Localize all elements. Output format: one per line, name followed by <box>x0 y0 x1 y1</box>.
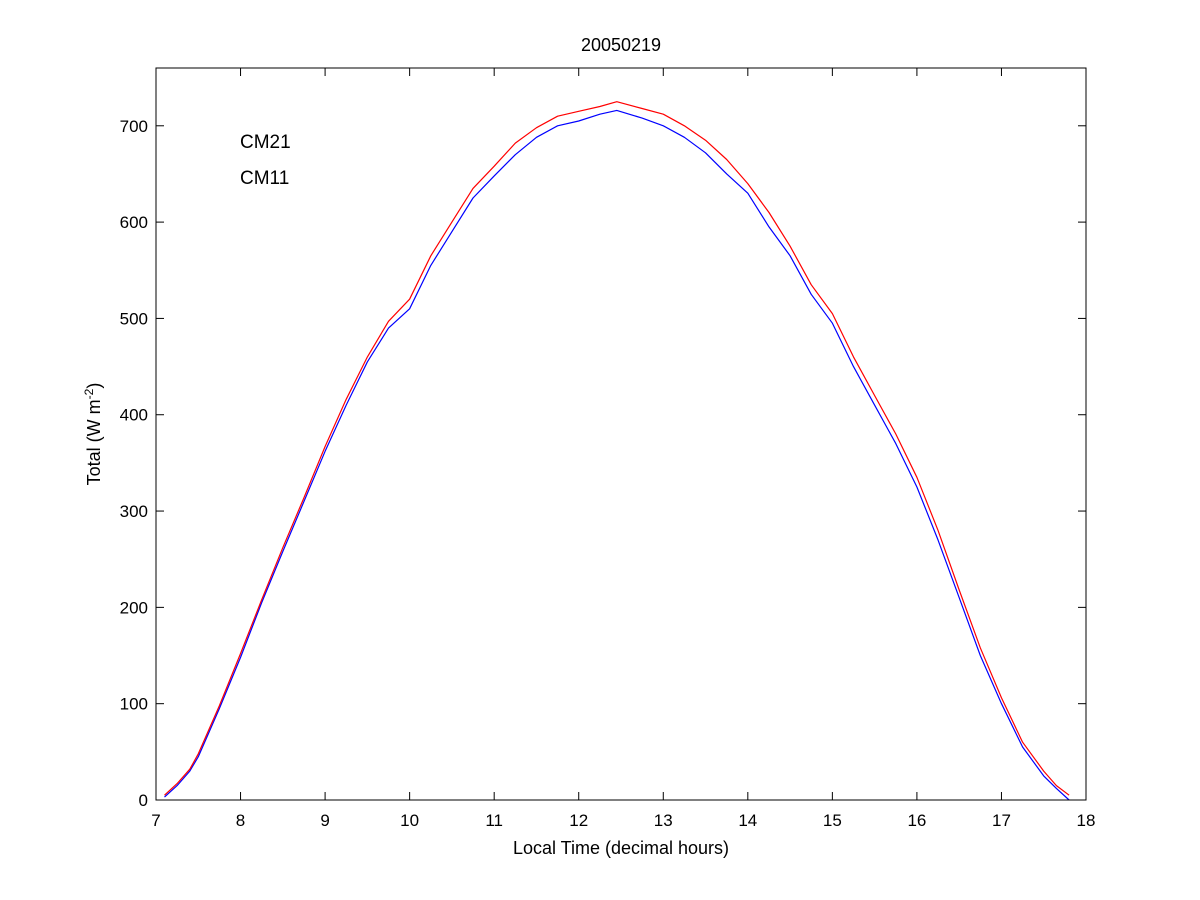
chart-title: 20050219 <box>581 35 661 55</box>
series-line-cm11 <box>164 101 1070 796</box>
y-axis-label: Total (W m-2) <box>82 383 104 486</box>
legend-label-cm11: CM11 <box>240 168 289 189</box>
series-layer <box>164 101 1070 801</box>
x-axis-label: Local Time (decimal hours) <box>513 838 729 858</box>
x-tick-label: 17 <box>992 811 1011 830</box>
y-tick-label: 200 <box>120 598 148 617</box>
tick-layer: 7 8 9 10 11 12 13 14 15 16 17 18 0 100 200 300 400 500 600… <box>120 68 1096 830</box>
y-axis-label-main: Total (W m <box>84 399 104 485</box>
x-tick-label: 10 <box>400 811 419 830</box>
y-tick-label: 700 <box>120 117 148 136</box>
axes-frame <box>155 67 1087 801</box>
x-tick-label: 14 <box>738 811 757 830</box>
x-tick-label: 8 <box>236 811 245 830</box>
x-tick-label: 7 <box>151 811 160 830</box>
y-tick-label: 600 <box>120 213 148 232</box>
series-line-cm21 <box>164 109 1070 801</box>
x-tick-label: 18 <box>1077 811 1096 830</box>
y-tick-label: 100 <box>120 695 148 714</box>
y-tick-label: 500 <box>120 309 148 328</box>
x-tick-label: 15 <box>823 811 842 830</box>
y-axis-label-sup: -2 <box>82 388 96 399</box>
y-tick-label: 400 <box>120 406 148 425</box>
legend-label-cm21: CM21 <box>240 132 291 153</box>
plot-area <box>156 68 1086 800</box>
y-axis-label-close: ) <box>84 383 104 389</box>
x-tick-label: 11 <box>485 811 503 830</box>
x-tick-label: 13 <box>654 811 673 830</box>
x-tick-label: 9 <box>320 811 329 830</box>
x-tick-label: 16 <box>907 811 926 830</box>
y-tick-label: 0 <box>139 791 148 810</box>
y-tick-label: 300 <box>120 502 148 521</box>
x-tick-label: 12 <box>569 811 588 830</box>
